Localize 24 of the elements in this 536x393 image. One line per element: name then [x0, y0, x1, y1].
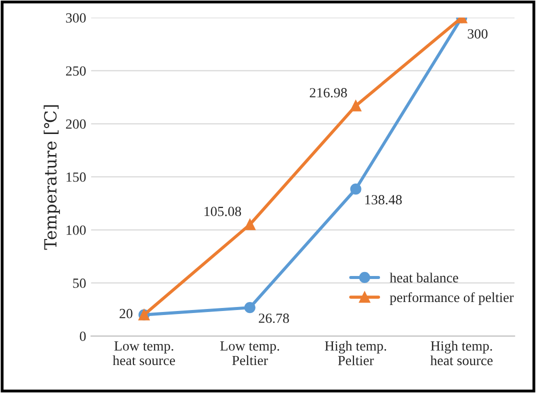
x-tick-label: High temp. Peltier: [324, 340, 386, 366]
x-tick-label: Low temp. heat source: [112, 341, 175, 366]
point: [244, 218, 256, 230]
data-label: 20: [120, 308, 132, 318]
point: [350, 100, 362, 112]
y-tick-label: 250: [66, 66, 86, 76]
y-tick-label: 100: [66, 225, 86, 235]
y-tick-label: 50: [73, 278, 86, 288]
point: [350, 184, 362, 195]
data-label: 138.48: [365, 195, 402, 204]
data-label: 300: [468, 29, 488, 39]
x-tick-label: High temp. heat source: [430, 340, 493, 366]
y-axis-title: Temperature [℃]: [44, 105, 60, 250]
data-label: 105.08: [204, 206, 242, 216]
y-tick-label: 150: [66, 172, 86, 182]
x-tick-label: Low temp. Peltier: [220, 341, 280, 366]
legend-label: heat balance: [390, 272, 458, 282]
data-label: 216.98: [310, 88, 347, 98]
y-tick-label: 300: [66, 13, 86, 23]
data-label: 26.78: [258, 314, 289, 323]
legend-label: performance of peltier: [390, 292, 514, 305]
y-tick-label: 0: [80, 332, 86, 341]
y-tick-label: 200: [66, 119, 86, 129]
point: [244, 302, 256, 314]
